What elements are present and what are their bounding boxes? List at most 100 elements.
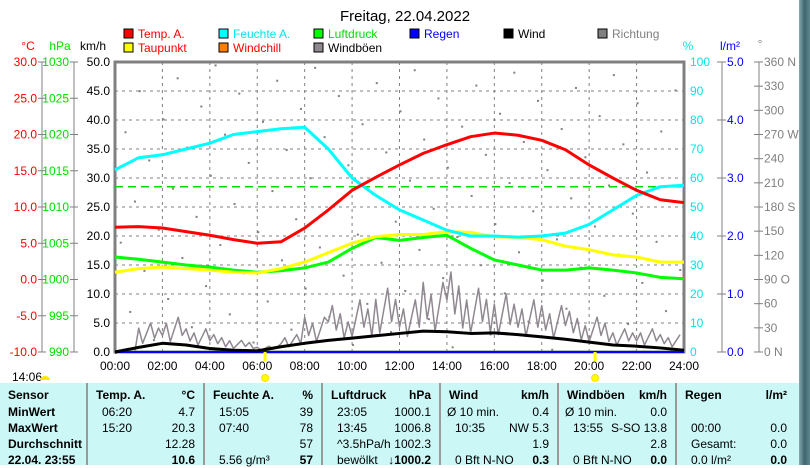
direction-point <box>608 184 611 187</box>
table-row: 57 <box>205 436 321 452</box>
column-unit: km/h <box>520 388 549 402</box>
legend-swatch <box>409 28 420 39</box>
cell-value: 0.0 <box>650 405 667 419</box>
wind-tick-label: 5.0 <box>93 316 110 330</box>
direction-point <box>427 318 430 321</box>
direction-point <box>674 89 677 92</box>
direction-point <box>555 238 558 241</box>
direction-tick-label: 60 <box>764 297 778 311</box>
direction-point <box>261 120 264 123</box>
direction-tick-label: 240 <box>764 152 784 166</box>
direction-point <box>537 99 540 102</box>
legend-label: Luftdruck <box>328 27 378 41</box>
wind-tick-label: 10.0 <box>87 287 111 301</box>
cell-note: Ø 10 min. <box>565 405 618 419</box>
cell-note: 00:00 <box>691 421 722 435</box>
temp-tick-label: -10.0 <box>10 345 38 359</box>
time-tick-label: 12:00 <box>384 359 414 373</box>
direction-point <box>660 130 663 133</box>
direction-point <box>129 310 132 313</box>
direction-point <box>593 225 596 228</box>
direction-point <box>518 251 521 254</box>
table-header: Sensor <box>0 387 86 403</box>
table-row: 10.6 <box>88 452 203 468</box>
direction-point <box>513 71 516 74</box>
weather-chart: Freitag, 22.04.2022 Temp. A. Feuchte A. Luf… <box>10 8 800 383</box>
direction-point <box>228 313 231 316</box>
direction-point <box>257 231 260 234</box>
direction-point <box>631 212 634 215</box>
direction-point <box>489 333 492 336</box>
cell-note: 23:05 <box>337 405 368 419</box>
wind-unit-label: km/h <box>80 39 106 53</box>
direction-point <box>224 133 227 136</box>
direction-point <box>124 131 127 134</box>
direction-point <box>133 200 136 203</box>
press-tick-label: 1015 <box>42 164 69 178</box>
cell-note: 07:40 <box>219 421 250 435</box>
direction-tick-label: 90 O <box>764 273 790 287</box>
direction-point <box>195 215 198 218</box>
series-wind <box>114 329 685 354</box>
wind-tick-label: 50.0 <box>87 55 111 69</box>
cell-value: 0.4 <box>532 405 549 419</box>
direction-point <box>205 285 208 288</box>
direction-point <box>143 269 146 272</box>
direction-tick-label: 180 S <box>764 200 795 214</box>
table-row: ^3.5hPa/h 1002.3 <box>323 436 439 452</box>
table-row: 13:55 S-SO 13.8 <box>559 420 675 436</box>
direction-point <box>522 140 525 143</box>
row-label: Durchschnitt <box>8 437 83 451</box>
direction-point <box>470 194 473 197</box>
cell-note: Ø 10 min. <box>447 405 500 419</box>
direction-tick-label: 0 N <box>764 345 783 359</box>
legend-swatch <box>503 28 514 39</box>
direction-point <box>171 187 174 190</box>
direction-point <box>508 182 511 185</box>
temp-tick-label: -5.0 <box>16 309 37 323</box>
cell-value: 0.0 <box>770 421 787 435</box>
rain-tick-label: 4.0 <box>727 113 744 127</box>
direction-point <box>285 149 288 151</box>
direction-point <box>119 241 122 244</box>
direction-point <box>385 151 388 154</box>
cell-value: 57 <box>299 437 313 451</box>
cloud-sun-icon <box>40 376 50 380</box>
table-row: 15:20 20.3 <box>88 420 203 436</box>
legend-swatch <box>597 28 608 39</box>
column-title: Feuchte A. <box>213 388 274 402</box>
direction-point <box>484 153 487 156</box>
rain-tick-label: 0.0 <box>727 345 744 359</box>
press-tick-label: 990 <box>49 345 69 359</box>
table-row <box>677 404 795 420</box>
table-row: 22.04. 23:55 <box>0 452 86 468</box>
column-title: Wind <box>449 388 479 402</box>
direction-point <box>679 269 682 272</box>
cell-value: 2.8 <box>650 437 667 451</box>
cell-value: 12.28 <box>164 437 195 451</box>
table-row: 13:45 1006.8 <box>323 420 439 436</box>
table-row: Durchschnitt <box>0 436 86 452</box>
direction-point <box>394 220 397 223</box>
row-label: 22.04. 23:55 <box>8 453 76 467</box>
table-row: 15:05 39 <box>205 404 321 420</box>
cell-value: 1.9 <box>532 437 549 451</box>
cell-value: S-SO 13.8 <box>610 421 667 435</box>
status-time: 14:06 <box>12 370 42 383</box>
time-tick-label: 22:00 <box>622 359 652 373</box>
table-row: 0 Bft N-NO 0.3 <box>441 452 557 468</box>
cell-note: 5.56 g/m³ <box>219 453 270 467</box>
direction-point <box>408 179 411 182</box>
chart-title: Freitag, 22.04.2022 <box>340 8 470 25</box>
table-header: Luftdruck hPa <box>323 387 439 403</box>
direction-point <box>233 202 236 205</box>
direction-tick-label: 300 <box>764 103 784 117</box>
direction-point <box>418 248 421 251</box>
table-row: Gesamt: 0.0 <box>677 436 795 452</box>
column-unit: l/m² <box>765 388 787 402</box>
column-title: Temp. A. <box>96 388 146 402</box>
time-tick-label: 06:00 <box>242 359 272 373</box>
wind-tick-label: 0.0 <box>93 345 110 359</box>
cell-note: ^3.5hPa/h <box>337 437 391 451</box>
cell-value: 0.0 <box>650 453 667 467</box>
